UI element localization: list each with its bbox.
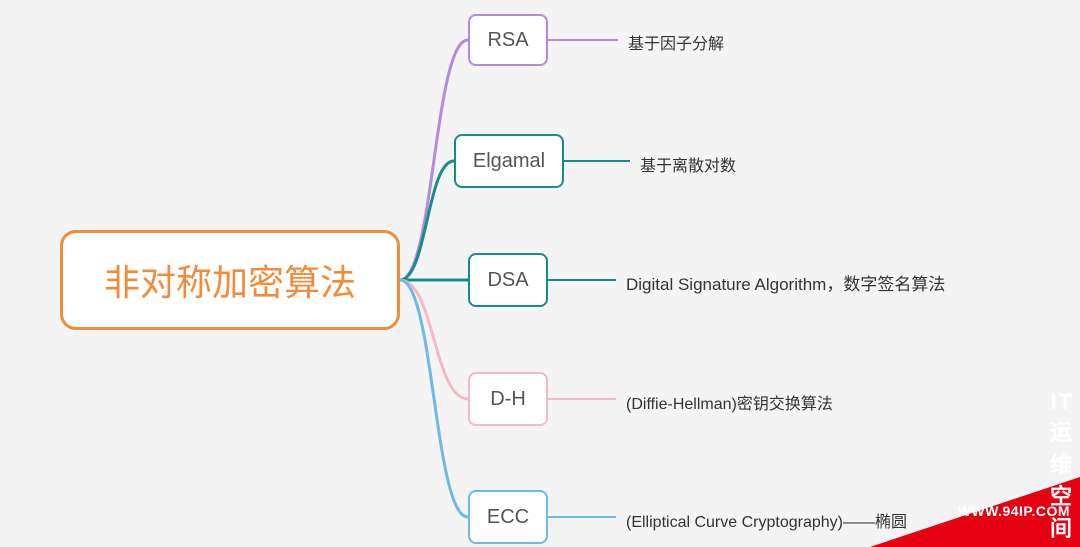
child-node-dsa[interactable]: DSA: [468, 253, 548, 307]
child-label: D-H: [490, 388, 526, 411]
connector-root-to-child: [400, 161, 454, 280]
root-label: 非对称加密算法: [104, 254, 356, 306]
child-node-rsa[interactable]: RSA: [468, 14, 548, 66]
child-label: DSA: [487, 269, 528, 292]
child-node-d-h[interactable]: D-H: [468, 372, 548, 426]
child-description: 基于因子分解: [628, 30, 724, 54]
child-description: (Elliptical Curve Cryptography)——椭圆: [626, 508, 907, 532]
child-description: 基于离散对数: [640, 152, 736, 176]
child-description: (Diffie-Hellman)密钥交换算法: [626, 390, 833, 414]
child-label: ECC: [487, 506, 529, 529]
child-label: RSA: [487, 29, 528, 52]
child-node-ecc[interactable]: ECC: [468, 490, 548, 544]
root-node[interactable]: 非对称加密算法: [60, 230, 400, 330]
connector-root-to-child: [400, 280, 468, 399]
child-label: Elgamal: [473, 150, 545, 173]
watermark-text: IT运维空间: [1050, 389, 1074, 543]
connector-root-to-child: [400, 280, 468, 517]
mindmap-canvas: WWW.94IP.COM IT运维空间 非对称加密算法RSA基于因子分解Elga…: [0, 0, 1080, 547]
child-node-elgamal[interactable]: Elgamal: [454, 134, 564, 188]
child-description: Digital Signature Algorithm，数字签名算法: [626, 270, 945, 295]
